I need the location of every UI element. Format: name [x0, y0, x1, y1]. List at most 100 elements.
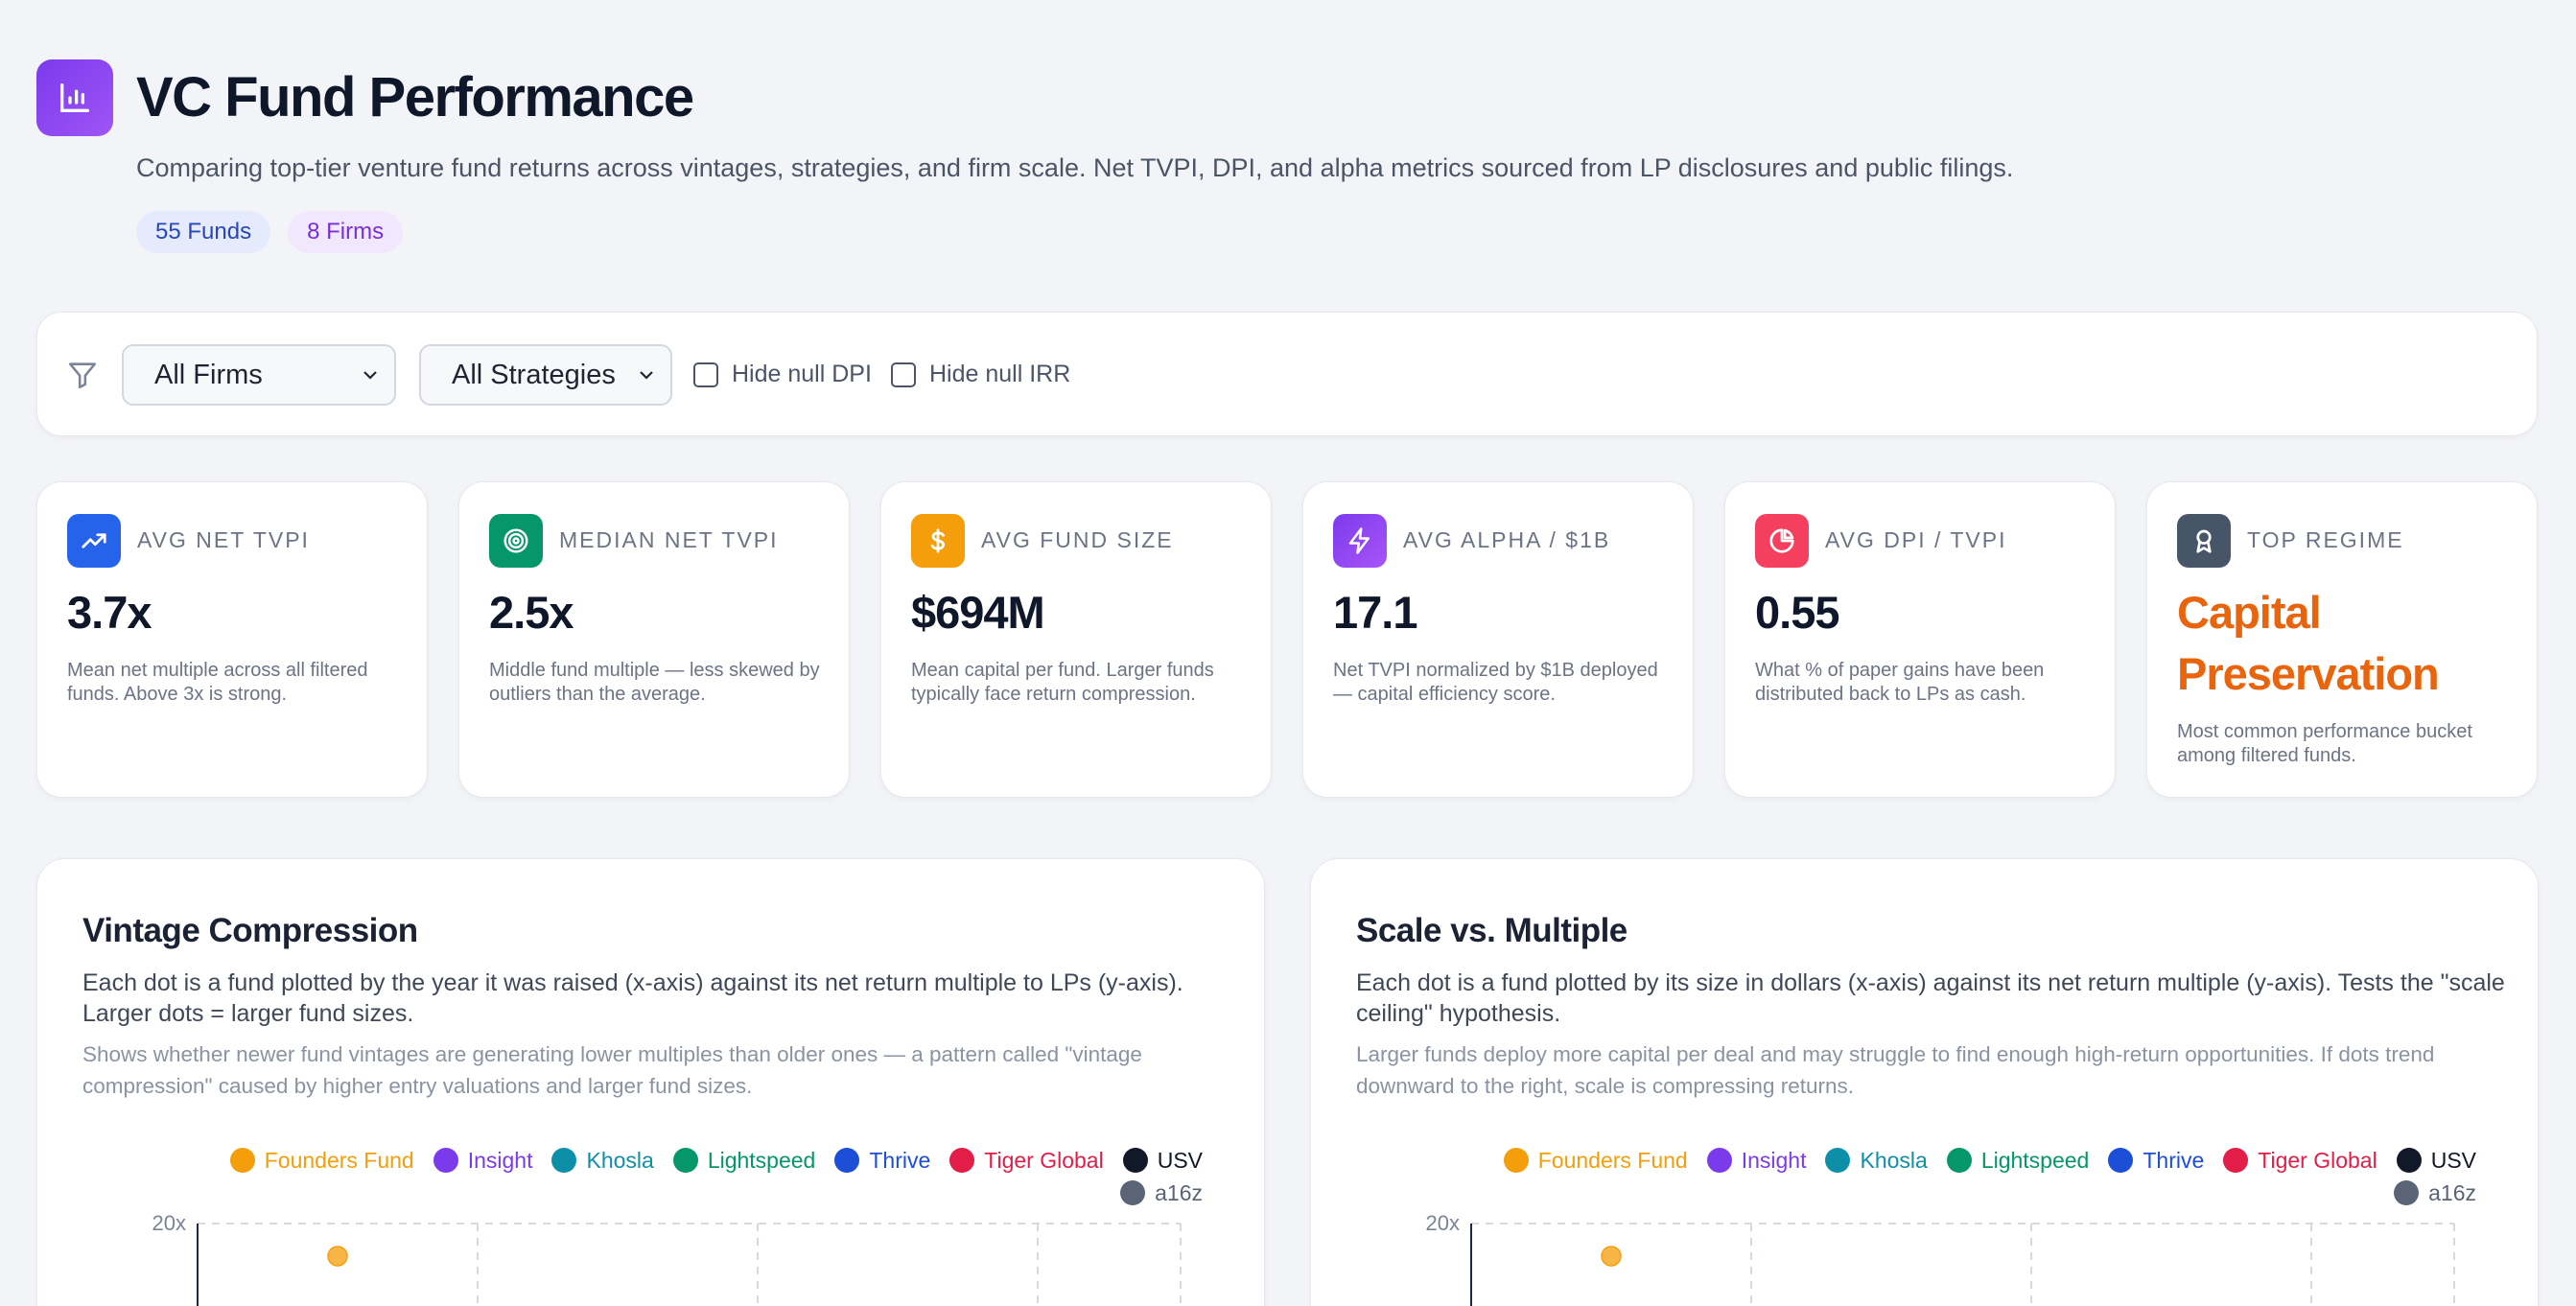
kpi-card-avg-fund-size: AVG FUND SIZE $694M Mean capital per fun…	[880, 481, 1272, 798]
kpi-value: 17.1	[1333, 587, 1417, 638]
chevron-down-icon	[363, 371, 377, 380]
filter-icon	[68, 362, 97, 389]
trending-up-icon	[67, 514, 121, 568]
kpi-value: Capital Preservation	[2177, 587, 2440, 699]
legend-item[interactable]: Lightspeed	[1946, 1147, 2090, 1174]
kpi-label: AVG DPI / TVPI	[1825, 527, 2007, 552]
chart-note: Shows whether newer fund vintages are ge…	[82, 1042, 1142, 1098]
kpi-value: $694M	[911, 587, 1045, 638]
legend-swatch	[2396, 1148, 2422, 1173]
strategy-select[interactable]: All Strategies	[419, 344, 672, 406]
legend-swatch	[1706, 1148, 1732, 1173]
legend-label: Tiger Global	[984, 1147, 1104, 1173]
legend-label: Khosla	[1860, 1147, 1928, 1173]
legend-item[interactable]: Founders Fund	[229, 1147, 414, 1174]
legend-item[interactable]: a16z	[2394, 1179, 2476, 1206]
legend-swatch	[834, 1148, 860, 1173]
legend-item[interactable]: USV	[1122, 1147, 1203, 1174]
kpi-description: Most common performance bucket among fil…	[2177, 721, 2472, 766]
legend-item[interactable]: Tiger Global	[949, 1147, 1104, 1174]
data-point	[327, 1246, 348, 1267]
legend-item[interactable]: Thrive	[834, 1147, 930, 1174]
legend-label: Founders Fund	[264, 1147, 414, 1173]
legend-item[interactable]: Insight	[1706, 1147, 1806, 1174]
legend-label: USV	[2430, 1147, 2476, 1173]
legend-label: Tiger Global	[2258, 1147, 2377, 1173]
kpi-description: Mean net multiple across all filtered fu…	[67, 660, 368, 705]
legend-item[interactable]: Tiger Global	[2223, 1147, 2377, 1174]
chevron-down-icon	[640, 371, 653, 380]
lightning-icon	[1333, 514, 1387, 568]
kpi-card-avg-alpha: AVG ALPHA / $1B 17.1 Net TVPI normalized…	[1302, 481, 1694, 798]
bar-chart-icon	[36, 59, 113, 136]
legend-swatch	[1122, 1148, 1148, 1173]
legend-swatch	[229, 1148, 255, 1173]
legend-label: Thrive	[2143, 1147, 2205, 1173]
award-icon	[2177, 514, 2231, 568]
legend-swatch	[551, 1148, 577, 1173]
legend-swatch	[2394, 1180, 2420, 1205]
target-icon	[489, 514, 543, 568]
legend-item[interactable]: a16z	[1120, 1179, 1203, 1206]
kpi-label: TOP REGIME	[2247, 527, 2404, 552]
vintage-compression-card: Vintage Compression Each dot is a fund p…	[36, 858, 1265, 1306]
legend-swatch	[2223, 1148, 2249, 1173]
legend-label: a16z	[2428, 1179, 2476, 1205]
chart-legend: Founders Fund Insight Khosla Lightspeed Thri…	[167, 1147, 1203, 1206]
firm-select[interactable]: All Firms	[122, 344, 396, 406]
pie-chart-icon	[1755, 514, 1809, 568]
legend-label: Lightspeed	[1980, 1147, 2090, 1173]
y-tick-label: 20x	[1426, 1211, 1460, 1235]
hide-null-dpi-checkbox[interactable]: Hide null DPI	[693, 361, 872, 388]
kpi-value: 2.5x	[489, 587, 574, 638]
chart-title: Scale vs. Multiple	[1356, 912, 1628, 949]
hide-null-irr-checkbox[interactable]: Hide null IRR	[891, 361, 1070, 388]
legend-item[interactable]: USV	[2396, 1147, 2476, 1174]
kpi-description: What % of paper gains have been distribu…	[1755, 660, 2045, 705]
kpi-card-median-net-tvpi: MEDIAN NET TVPI 2.5x Middle fund multipl…	[458, 481, 850, 798]
kpi-value: 0.55	[1755, 587, 1839, 638]
legend-item[interactable]: Lightspeed	[672, 1147, 815, 1174]
legend-label: USV	[1157, 1147, 1203, 1173]
kpi-label: AVG NET TVPI	[137, 527, 310, 552]
vintage-scatter-plot: 20x	[152, 1211, 1182, 1306]
chart-title: Vintage Compression	[82, 912, 418, 949]
legend-label: Khosla	[586, 1147, 654, 1173]
legend-swatch	[949, 1148, 975, 1173]
kpi-card-avg-net-tvpi: AVG NET TVPI 3.7x Mean net multiple acro…	[36, 481, 428, 798]
chart-legend: Founders Fund Insight Khosla Lightspeed Thri…	[1440, 1147, 2476, 1206]
y-tick-label: 20x	[152, 1211, 186, 1235]
legend-item[interactable]: Khosla	[551, 1147, 654, 1174]
checkbox-box[interactable]	[693, 361, 718, 387]
scale-vs-multiple-card: Scale vs. Multiple Each dot is a fund pl…	[1310, 858, 2539, 1306]
kpi-description: Middle fund multiple — less skewed by ou…	[489, 660, 820, 705]
legend-swatch	[2108, 1148, 2134, 1173]
legend-swatch	[1503, 1148, 1529, 1173]
kpi-label: MEDIAN NET TVPI	[559, 527, 779, 552]
page-title: VC Fund Performance	[136, 66, 694, 128]
legend-item[interactable]: Founders Fund	[1503, 1147, 1688, 1174]
scale-scatter-plot: 20x	[1426, 1211, 2455, 1306]
kpi-label: AVG FUND SIZE	[981, 527, 1174, 552]
legend-swatch	[1120, 1180, 1146, 1205]
dollar-icon	[911, 514, 965, 568]
kpi-card-avg-dpi-tvpi: AVG DPI / TVPI 0.55 What % of paper gain…	[1724, 481, 2116, 798]
kpi-value: 3.7x	[67, 587, 152, 638]
legend-label: Founders Fund	[1537, 1147, 1688, 1173]
legend-swatch	[672, 1148, 698, 1173]
legend-swatch	[1946, 1148, 1972, 1173]
kpi-label: AVG ALPHA / $1B	[1403, 527, 1611, 552]
kpi-description: Net TVPI normalized by $1B deployed — ca…	[1333, 660, 1658, 705]
legend-label: Insight	[467, 1147, 533, 1173]
kpi-description: Mean capital per fund. Larger funds typi…	[911, 660, 1214, 705]
checkbox-box[interactable]	[891, 361, 916, 387]
chart-description: Each dot is a fund plotted by the year i…	[82, 969, 1183, 1027]
legend-item[interactable]: Insight	[433, 1147, 533, 1174]
legend-label: a16z	[1155, 1179, 1203, 1205]
funds-count-badge: 55 Funds	[136, 211, 271, 253]
legend-swatch	[1825, 1148, 1851, 1173]
legend-item[interactable]: Thrive	[2108, 1147, 2204, 1174]
filter-bar: All Firms All Strategies Hide null DPI H…	[36, 312, 2538, 436]
legend-label: Thrive	[869, 1147, 931, 1173]
legend-item[interactable]: Khosla	[1825, 1147, 1928, 1174]
